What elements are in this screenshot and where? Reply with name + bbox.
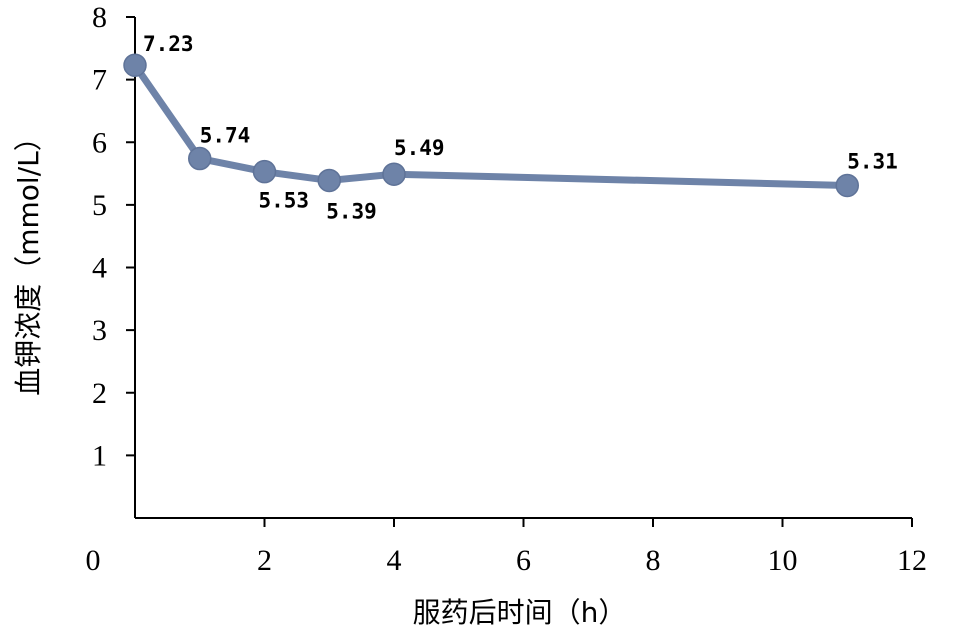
data-point (382, 162, 406, 186)
y-tick-label: 4 (92, 252, 107, 285)
data-label: 5.74 (200, 124, 251, 148)
x-tick-label: 10 (768, 544, 798, 577)
x-tick-label: 2 (257, 544, 272, 577)
axes (134, 17, 912, 519)
data-point (835, 173, 859, 198)
data-label: 5.31 (847, 149, 898, 173)
y-tick-label: 1 (92, 439, 107, 472)
data-label: 5.39 (326, 199, 377, 223)
series-line (131, 61, 851, 189)
data-label: 5.49 (394, 136, 445, 160)
y-axis-title: 血钾浓度（mmol/L） (12, 123, 45, 396)
x-tick-label: 6 (516, 544, 531, 577)
data-point (123, 53, 147, 77)
data-labels: 7.23 5.74 5.53 5.39 5.49 5.31 (143, 32, 898, 223)
series (123, 53, 859, 198)
data-point (188, 146, 212, 171)
y-tick-label: 2 (92, 377, 107, 410)
y-tick-label: 3 (92, 314, 107, 347)
data-point (252, 159, 277, 184)
y-tick-label: 5 (92, 189, 107, 222)
x-tick-label: 0 (86, 544, 101, 577)
x-tick-label: 8 (646, 544, 661, 577)
x-axis-title: 服药后时间（h） (413, 596, 627, 629)
y-tick-label: 6 (92, 126, 107, 159)
data-point (317, 168, 341, 193)
x-tick-label: 12 (897, 544, 927, 577)
y-tick-label: 7 (92, 64, 107, 97)
y-tick-label: 8 (92, 1, 107, 34)
data-label: 5.53 (259, 189, 310, 213)
x-tick-label: 4 (387, 544, 402, 577)
data-label: 7.23 (143, 32, 194, 56)
